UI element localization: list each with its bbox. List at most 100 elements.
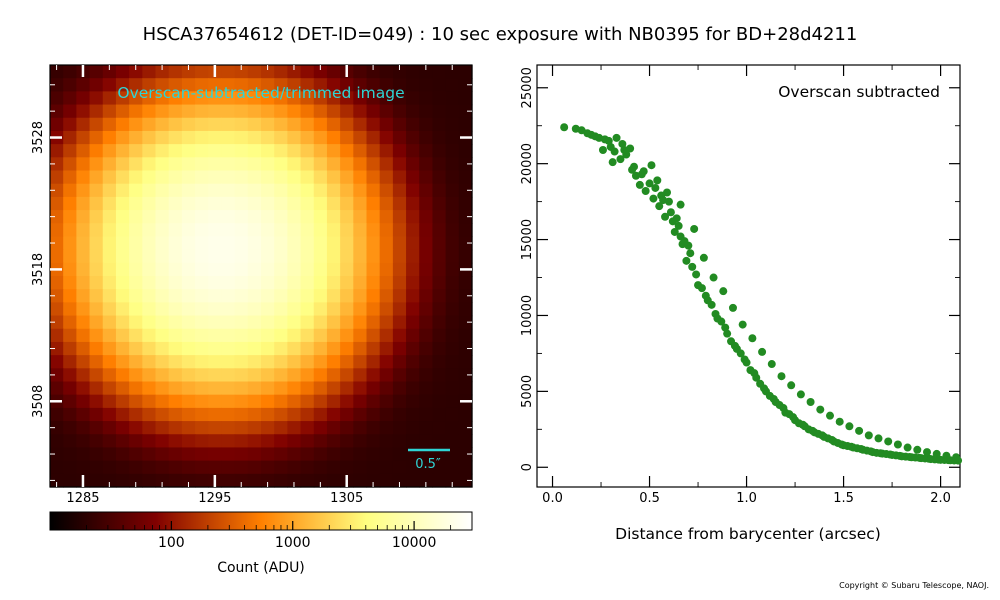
heatmap-cell — [326, 341, 341, 356]
heatmap-cell — [326, 91, 341, 106]
heatmap-cell — [313, 276, 328, 290]
profile-point — [806, 397, 815, 406]
heatmap-cell — [89, 236, 104, 251]
heatmap-cell — [406, 315, 420, 330]
heatmap-cell — [419, 355, 434, 369]
heatmap-cell — [181, 302, 196, 317]
heatmap-cell — [445, 78, 460, 92]
heatmap-cell — [181, 117, 196, 132]
heatmap-cell — [379, 236, 394, 251]
heatmap-cell — [89, 328, 104, 343]
heatmap-cell — [155, 157, 170, 172]
heatmap-cell — [353, 381, 368, 396]
heatmap-cell — [195, 302, 209, 317]
heatmap-cell — [274, 183, 288, 198]
heatmap-cell — [445, 144, 460, 158]
heatmap-cell — [89, 394, 104, 409]
heatmap-cell — [208, 407, 223, 422]
heatmap-cell — [392, 302, 407, 317]
heatmap-cell — [326, 460, 341, 475]
heatmap-cell — [458, 157, 473, 172]
heatmap-cell — [221, 421, 236, 435]
heatmap-cell — [102, 144, 117, 158]
heatmap-cell — [379, 355, 394, 369]
profile-y-tick-label: 10000 — [520, 295, 535, 336]
heatmap-cell — [102, 249, 117, 264]
heatmap-cell — [392, 183, 407, 198]
heatmap-cell — [129, 447, 143, 462]
heatmap-cell — [406, 130, 420, 145]
heatmap-cell — [102, 328, 117, 343]
heatmap-cell — [261, 421, 275, 435]
heatmap-cell — [313, 236, 328, 251]
heatmap-cell — [102, 236, 117, 251]
heatmap-cell — [432, 210, 447, 224]
heatmap-cell — [419, 407, 434, 422]
heatmap-cell — [142, 157, 157, 172]
heatmap-cell — [432, 91, 447, 106]
heatmap-cell — [168, 302, 183, 317]
heatmap-cell — [300, 223, 315, 238]
heatmap-cell — [406, 91, 420, 106]
heatmap-cell — [300, 196, 315, 211]
heatmap-cell — [129, 368, 143, 383]
heatmap-cell — [76, 381, 91, 396]
profile-point — [604, 136, 613, 145]
heatmap-cell — [115, 434, 130, 449]
heatmap-cell — [155, 394, 170, 409]
heatmap-cell — [340, 262, 354, 277]
heatmap-cell — [129, 473, 143, 488]
heatmap-cell — [313, 170, 328, 185]
heatmap-cell — [89, 144, 104, 158]
heatmap-cell — [50, 447, 64, 462]
profile-point — [697, 284, 706, 293]
heatmap-cell — [379, 368, 394, 383]
heatmap-cell — [247, 368, 262, 383]
heatmap-cell — [208, 262, 223, 277]
profile-point — [835, 417, 844, 426]
heatmap-cell — [89, 381, 104, 396]
heatmap-cell — [115, 78, 130, 92]
heatmap-cell — [392, 368, 407, 383]
profile-point — [787, 381, 796, 390]
heatmap-cell — [300, 394, 315, 409]
heatmap-cell — [379, 78, 394, 92]
heatmap-cell — [208, 130, 223, 145]
heatmap-cell — [379, 262, 394, 277]
heatmap-cell — [76, 302, 91, 317]
heatmap-cell — [76, 315, 91, 330]
heatmap-cell — [340, 421, 354, 435]
profile-point — [661, 212, 670, 221]
profile-y-tick-label: 25000 — [520, 67, 535, 108]
heatmap-cell — [115, 460, 130, 475]
heatmap-cell — [50, 276, 64, 290]
heatmap-cell — [234, 78, 249, 92]
heatmap-cell — [313, 157, 328, 172]
heatmap-cell — [89, 421, 104, 435]
heatmap-cell — [326, 170, 341, 185]
heatmap-cell — [366, 341, 381, 356]
heatmap-cell — [63, 434, 77, 449]
profile-y-tick-label: 15000 — [520, 219, 535, 260]
heatmap-cell — [129, 341, 143, 356]
heatmap-cell — [340, 315, 354, 330]
heatmap-cell — [419, 236, 434, 251]
heatmap-cell — [379, 144, 394, 158]
heatmap-cell — [313, 341, 328, 356]
heatmap-cell — [432, 249, 447, 264]
heatmap-cell — [234, 183, 249, 198]
heatmap-cell — [102, 170, 117, 185]
profile-point — [666, 208, 675, 217]
heatmap-cell — [247, 328, 262, 343]
heatmap-cell — [432, 355, 447, 369]
heatmap-cell — [353, 144, 368, 158]
heatmap-cell — [406, 368, 420, 383]
heatmap-cell — [353, 355, 368, 369]
heatmap-cell — [313, 302, 328, 317]
heatmap-cell — [379, 421, 394, 435]
heatmap-cell — [221, 196, 236, 211]
heatmap-cell — [379, 104, 394, 119]
profile-x-tick-label: 0.0 — [542, 491, 563, 506]
image-y-tick-label: 3528 — [31, 121, 46, 154]
heatmap-cell — [313, 78, 328, 92]
